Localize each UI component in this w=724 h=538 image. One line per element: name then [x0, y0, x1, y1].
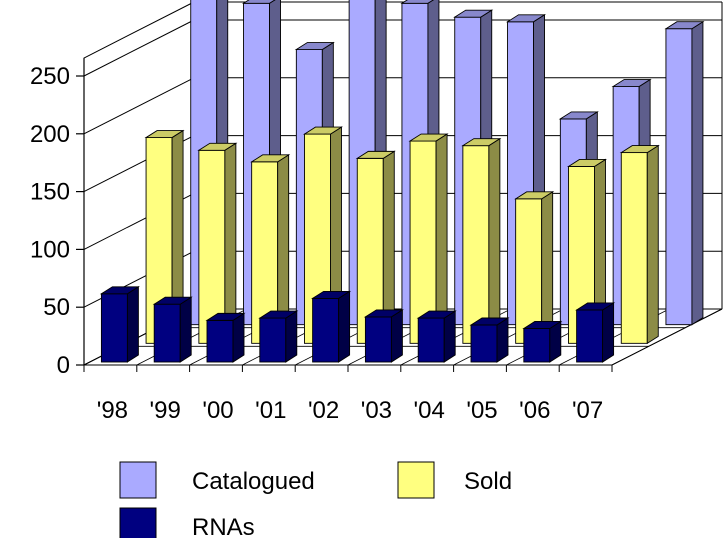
bar-rnas-7 [469, 317, 510, 363]
x-tick-label: '01 [255, 397, 286, 424]
bar-rnas-5 [363, 309, 404, 363]
x-tick-label: '06 [519, 397, 550, 424]
legend-label-rnas: RNAs [192, 514, 255, 538]
bar-rnas-0 [99, 285, 140, 363]
bar-sold-7 [514, 191, 555, 345]
y-tick-label: 50 [43, 294, 70, 321]
bar-rnas-2 [205, 312, 246, 363]
chart-bars [99, 0, 705, 363]
bar-rnas-1 [152, 296, 193, 363]
legend-swatch-rnas [119, 507, 157, 538]
gridline-side-250 [83, 19, 195, 77]
x-tick-label: '02 [308, 397, 339, 424]
bar-sold-9 [619, 144, 660, 345]
bar-sold-6 [461, 137, 502, 345]
legend-label-sold: Sold [464, 468, 512, 495]
bar-rnas-4 [311, 290, 352, 363]
x-tick-label: '00 [202, 397, 233, 424]
chart-legend: Catalogued Sold RNAs [119, 461, 512, 538]
bar-sold-5 [408, 133, 449, 345]
chart-axes: 0 50 100 150 200 250 '98 '99 '00 '01 '02 '03 '04 '05 '… [30, 58, 613, 424]
y-tick-label: 200 [30, 121, 70, 148]
bar-rnas-8 [522, 320, 563, 363]
legend-swatch-catalogued [119, 461, 157, 499]
y-tick-label: 250 [30, 63, 70, 90]
y-tick-label: 100 [30, 236, 70, 263]
gridline-side-200 [83, 77, 195, 135]
x-tick-label: '07 [572, 397, 603, 424]
bar-sold-1 [197, 142, 238, 345]
bar-rnas-3 [258, 310, 299, 363]
bar-catalogued-9 [664, 20, 705, 326]
x-tick-label: '04 [414, 397, 445, 424]
legend-label-catalogued: Catalogued [192, 468, 315, 495]
x-tick-label: '03 [361, 397, 392, 424]
x-tick-label: '99 [150, 397, 181, 424]
y-tick-label: 150 [30, 179, 70, 206]
bar-rnas-9 [575, 302, 616, 363]
bar-rnas-6 [416, 310, 457, 363]
x-tick-label: '98 [97, 397, 128, 424]
x-tick-label: '05 [466, 397, 497, 424]
y-tick-label: 0 [57, 352, 70, 379]
legend-swatch-sold [397, 461, 435, 499]
